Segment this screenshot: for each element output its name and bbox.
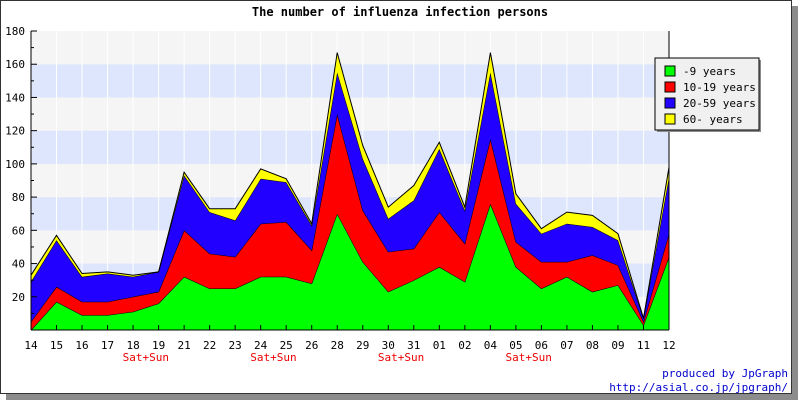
legend-swatch [664, 113, 676, 125]
y-tick-label: 40 [12, 258, 25, 271]
area-series [30, 52, 670, 331]
x-tick-label: 07 [560, 339, 573, 352]
x-tick-label: 26 [305, 339, 318, 352]
x-tick-label: 19 [152, 339, 165, 352]
x-tick-label: 24 [254, 339, 268, 352]
weekend-label: Sat+Sun [123, 351, 169, 364]
series-line-3 [30, 52, 670, 319]
y-tick-labels: 20 40 60 80 100 120 140 160 180 [5, 25, 25, 304]
x-tick-label: 02 [458, 339, 471, 352]
x-tick-label: 31 [407, 339, 420, 352]
grid-band [31, 31, 669, 65]
series-area-0 [31, 203, 669, 330]
x-tick-label: 06 [535, 339, 548, 352]
x-tick-label: 21 [177, 339, 190, 352]
x-tick-label: 01 [433, 339, 446, 352]
x-tick-label: 12 [662, 339, 675, 352]
chart-title: The number of influenza infection person… [252, 5, 548, 19]
legend: -9 years 10-19 years 20-59 years 60- years [654, 57, 761, 132]
x-tick-label: 05 [509, 339, 522, 352]
y-tick-label: 20 [12, 291, 25, 304]
weekend-label: Sat+Sun [505, 351, 551, 364]
legend-swatch [664, 81, 676, 93]
legend-swatch [664, 97, 676, 109]
credit-url[interactable]: http://asial.co.jp/jpgraph/ [609, 381, 788, 394]
x-tick-label: 23 [229, 339, 242, 352]
x-tick-label: 18 [126, 339, 139, 352]
x-tick-label: 08 [586, 339, 599, 352]
x-tick-label: 28 [331, 339, 344, 352]
x-tick-label: 16 [75, 339, 88, 352]
series-area-1 [31, 114, 669, 330]
x-tick-label: 11 [637, 339, 650, 352]
series-area-2 [31, 72, 669, 322]
x-tick-label: 15 [50, 339, 63, 352]
legend-label: -9 years [683, 65, 736, 78]
y-tick-label: 120 [5, 125, 25, 138]
weekend-label: Sat+Sun [250, 351, 296, 364]
x-tick-label: 22 [203, 339, 216, 352]
series-area-3 [31, 52, 669, 319]
y-tick-label: 140 [5, 91, 25, 104]
series-line-0 [30, 202, 670, 331]
y-tick-label: 60 [12, 224, 25, 237]
x-tick-label: 09 [611, 339, 624, 352]
legend-swatch [664, 65, 676, 77]
legend-label: 60- years [683, 113, 743, 126]
y-tick-label: 100 [5, 158, 25, 171]
credit-produced-by: produced by JpGraph [662, 367, 788, 380]
x-tick-label: 25 [280, 339, 293, 352]
y-tick-label: 160 [5, 58, 25, 71]
x-tick-label: 14 [24, 339, 38, 352]
y-tick-label: 80 [12, 191, 25, 204]
legend-label: 10-19 years [683, 81, 756, 94]
x-tick-label: 17 [101, 339, 114, 352]
weekend-label: Sat+Sun [378, 351, 424, 364]
x-tick-label: 04 [484, 339, 498, 352]
y-tick-label: 180 [5, 25, 25, 38]
grid-band [31, 64, 669, 98]
x-tick-label: 30 [382, 339, 395, 352]
legend-label: 20-59 years [683, 97, 756, 110]
x-tick-label: 29 [356, 339, 369, 352]
